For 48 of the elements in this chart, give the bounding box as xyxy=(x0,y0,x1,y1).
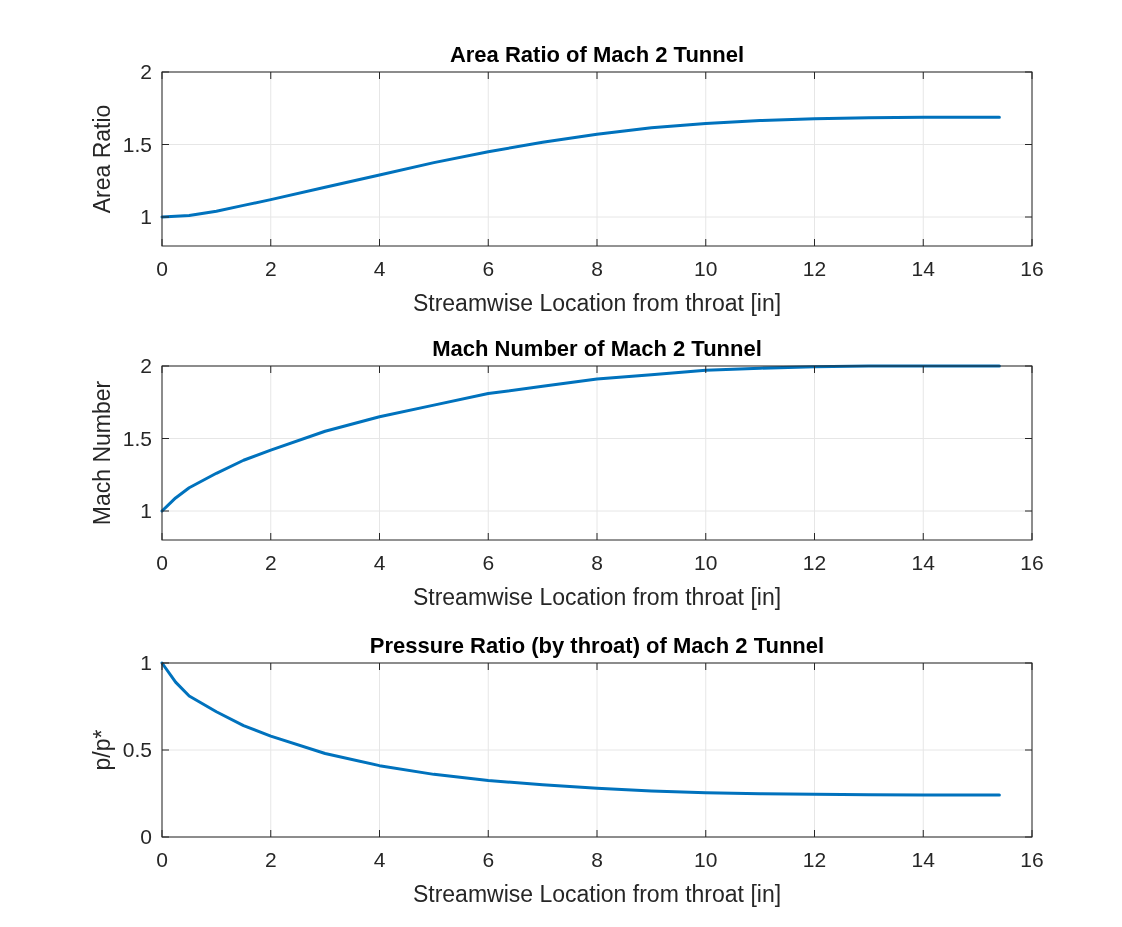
y-tick-label: 1.5 xyxy=(122,132,152,156)
y-tick-label: 0 xyxy=(140,825,152,848)
x-tick-label: 8 xyxy=(591,848,603,871)
y-tick-label: 1 xyxy=(140,205,152,228)
line-series xyxy=(160,661,1001,797)
x-tick-label: 10 xyxy=(694,848,718,871)
x-tick-label: 12 xyxy=(802,848,827,871)
y-tick-label: 2 xyxy=(140,60,152,83)
chart-title: Pressure Ratio (by throat) of Mach 2 Tunnel xyxy=(369,633,825,658)
x-tick-label: 4 xyxy=(373,257,386,280)
x-tick-label: 16 xyxy=(1020,848,1044,871)
y-tick-label: 1.5 xyxy=(122,426,152,450)
x-tick-label: 12 xyxy=(802,551,827,574)
x-tick-label: 0 xyxy=(156,848,168,871)
x-tick-label: 16 xyxy=(1020,257,1044,280)
x-tick-label: 14 xyxy=(911,848,936,871)
x-tick-label: 0 xyxy=(156,551,168,574)
x-axis-title: Streamwise Location from throat [in] xyxy=(412,290,782,316)
x-tick-label: 2 xyxy=(264,257,277,280)
x-tick-label: 12 xyxy=(802,257,827,280)
x-tick-label: 14 xyxy=(911,551,936,574)
x-tick-label: 6 xyxy=(482,257,495,280)
y-axis-title: Area Ratio xyxy=(89,104,115,214)
chart-title: Mach Number of Mach 2 Tunnel xyxy=(432,336,762,361)
x-tick-label: 6 xyxy=(482,848,495,871)
y-tick-label: 1 xyxy=(140,499,152,522)
x-tick-label: 16 xyxy=(1020,551,1044,574)
x-axis-title: Streamwise Location from throat [in] xyxy=(412,881,782,907)
line-series xyxy=(160,115,1001,219)
x-tick-label: 8 xyxy=(591,551,603,574)
x-tick-label: 10 xyxy=(694,257,718,280)
x-axis-title: Streamwise Location from throat [in] xyxy=(412,584,782,610)
line-series xyxy=(160,364,1001,513)
x-tick-label: 2 xyxy=(264,848,277,871)
x-tick-label: 10 xyxy=(694,551,718,574)
x-tick-label: 4 xyxy=(373,551,386,574)
x-tick-label: 2 xyxy=(264,551,277,574)
y-tick-label: 0.5 xyxy=(122,738,152,761)
y-tick-label: 2 xyxy=(140,354,152,377)
y-tick-label: 1 xyxy=(140,651,152,674)
x-tick-label: 6 xyxy=(482,551,495,574)
x-tick-label: 0 xyxy=(156,257,168,280)
y-axis-title: Mach Number xyxy=(89,380,115,526)
y-axis-title: p/p* xyxy=(89,729,115,771)
x-tick-label: 14 xyxy=(911,257,936,280)
x-tick-label: 8 xyxy=(591,257,603,280)
x-tick-label: 4 xyxy=(373,848,386,871)
chart-title: Area Ratio of Mach 2 Tunnel xyxy=(449,42,745,67)
